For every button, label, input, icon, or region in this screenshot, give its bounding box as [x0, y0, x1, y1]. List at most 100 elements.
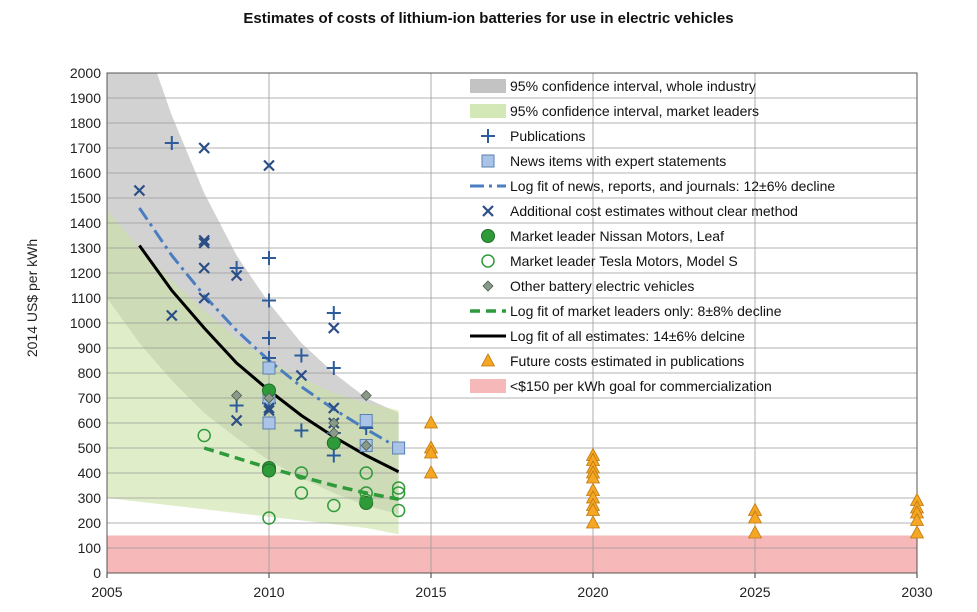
y-tick-label: 1400: [70, 215, 101, 231]
legend-label: Market leader Nissan Motors, Leaf: [510, 228, 724, 244]
gridlines: [106, 72, 918, 574]
legend-label: 95% confidence interval, whole industry: [510, 78, 756, 94]
y-tick-label: 1700: [70, 140, 101, 156]
point-additional-cost-estimates-without-clear-method: [198, 142, 210, 154]
legend-item-log-fit-of-news-reports-and-journals-12-6-decline: Log fit of news, reports, and journals: …: [470, 178, 835, 194]
legend-swatch: [470, 104, 506, 118]
point-additional-cost-estimates-without-clear-method: [328, 402, 340, 414]
x-tick-label: 2025: [739, 584, 770, 600]
point-additional-cost-estimates-without-clear-method: [166, 309, 178, 322]
y-tick-label: 1800: [70, 115, 101, 131]
legend-label: Additional cost estimates without clear …: [510, 203, 798, 219]
point-future-costs-estimated-in-publications: [747, 525, 763, 539]
legend-item-log-fit-of-all-estimates-14-6-delcine: Log fit of all estimates: 14±6% delcine: [470, 328, 745, 344]
legend-label: Log fit of news, reports, and journals: …: [510, 178, 835, 194]
y-axis-label: 2014 US$ per kWh: [24, 239, 40, 357]
y-tick-label: 1900: [70, 90, 101, 106]
legend-swatch: [480, 353, 496, 367]
legend-label: 95% confidence interval, market leaders: [510, 103, 759, 119]
point-additional-cost-estimates-without-clear-method: [230, 269, 243, 282]
legend-item-news-items-with-expert-statements: News items with expert statements: [481, 153, 726, 169]
legend-item-market-leader-nissan-motors-leaf: Market leader Nissan Motors, Leaf: [481, 228, 724, 244]
point-publications: [326, 306, 341, 320]
legend-item-additional-cost-estimates-without-clear-method: Additional cost estimates without clear …: [482, 203, 798, 219]
y-tick-label: 2000: [70, 65, 101, 81]
chart-title: Estimates of costs of lithium-ion batter…: [243, 10, 734, 27]
point-future-costs-estimated-in-publications: [909, 525, 925, 539]
legend-swatch: [482, 205, 494, 217]
y-tick-label: 600: [78, 415, 102, 431]
band-95-confidence-interval-market-leaders: [107, 210, 399, 535]
x-tick-label: 2010: [253, 584, 284, 600]
legend-label: Log fit of market leaders only: 8±8% dec…: [510, 303, 782, 319]
legend-item-150-per-kwh-goal-for-commercialization: <$150 per kWh goal for commercialization: [470, 378, 772, 394]
y-tick-label: 300: [78, 490, 102, 506]
y-tick-label: 700: [78, 390, 102, 406]
point-news-items-with-expert-statements: [262, 361, 276, 375]
legend-swatch: [482, 280, 494, 292]
point-publications: [326, 448, 341, 463]
legend-swatch: [481, 154, 495, 168]
data-points: [133, 136, 925, 539]
y-tick-label: 1600: [70, 165, 101, 181]
legend-label: Log fit of all estimates: 14±6% delcine: [510, 328, 745, 344]
point-additional-cost-estimates-without-clear-method: [198, 237, 210, 249]
point-additional-cost-estimates-without-clear-method: [263, 404, 275, 417]
point-future-costs-estimated-in-publications: [747, 510, 763, 524]
x-tick-label: 2030: [901, 584, 932, 600]
legend-swatch: [470, 379, 506, 393]
point-publications: [262, 293, 276, 308]
point-other-battery-electric-vehicles: [360, 439, 372, 452]
plot-frame: [106, 72, 918, 574]
point-market-leader-tesla-motors-model-s: [391, 486, 406, 500]
legend-item-95-confidence-interval-market-leaders: 95% confidence interval, market leaders: [470, 103, 759, 119]
legend-swatch: [470, 79, 506, 93]
point-market-leader-tesla-motors-model-s: [391, 503, 406, 518]
point-publications: [164, 136, 179, 150]
point-publications: [229, 261, 244, 275]
goal-band: [107, 535, 917, 573]
point-additional-cost-estimates-without-clear-method: [230, 414, 243, 427]
point-publications: [262, 251, 276, 265]
legend-label: Market leader Tesla Motors, Model S: [510, 253, 738, 269]
legend-item-log-fit-of-market-leaders-only-8-8-decline: Log fit of market leaders only: 8±8% dec…: [470, 303, 782, 319]
legend-label: Other battery electric vehicles: [510, 278, 694, 294]
y-tick-label: 1300: [70, 240, 101, 256]
y-tick-label: 1000: [70, 315, 101, 331]
point-news-items-with-expert-statements: [359, 414, 373, 427]
point-market-leader-nissan-motors-leaf: [262, 463, 276, 478]
legend-item-publications: Publications: [481, 128, 586, 144]
legend-item-95-confidence-interval-whole-industry: 95% confidence interval, whole industry: [470, 78, 756, 94]
point-market-leader-tesla-motors-model-s: [197, 428, 211, 443]
x-tick-label: 2020: [577, 584, 608, 600]
y-tick-label: 900: [78, 340, 102, 356]
y-tick-label: 400: [78, 465, 102, 481]
point-market-leader-tesla-motors-model-s: [359, 486, 373, 500]
y-tick-label: 500: [78, 440, 102, 456]
legend-item-other-battery-electric-vehicles: Other battery electric vehicles: [482, 278, 694, 294]
point-publications: [262, 331, 276, 345]
point-additional-cost-estimates-without-clear-method: [198, 292, 210, 304]
legend-item-market-leader-tesla-motors-model-s: Market leader Tesla Motors, Model S: [481, 253, 738, 269]
y-tick-label: 0: [93, 565, 101, 581]
point-market-leader-tesla-motors-model-s: [294, 466, 309, 480]
point-market-leader-tesla-motors-model-s: [327, 498, 341, 513]
legend-label: Publications: [510, 128, 586, 144]
legend-label: Future costs estimated in publications: [510, 353, 744, 369]
point-news-items-with-expert-statements: [262, 416, 276, 430]
y-tick-label: 1500: [70, 190, 101, 206]
y-tick-label: 800: [78, 365, 102, 381]
point-market-leader-tesla-motors-model-s: [294, 486, 309, 500]
axes: 0 100 200 300 400 500 600 700 800 900 1000 1100 1200…: [70, 65, 933, 600]
point-future-costs-estimated-in-publications: [423, 415, 439, 429]
point-market-leader-tesla-motors-model-s: [359, 493, 373, 508]
point-market-leader-tesla-motors-model-s: [391, 481, 406, 495]
point-future-costs-estimated-in-publications: [585, 515, 601, 529]
y-tick-label: 100: [78, 540, 102, 556]
point-publications: [294, 423, 309, 438]
line-log-fit-of-market-leaders-only-8-8-decline: [203, 446, 399, 501]
point-other-battery-electric-vehicles: [263, 392, 275, 404]
point-additional-cost-estimates-without-clear-method: [198, 262, 210, 274]
point-other-battery-electric-vehicles: [360, 389, 372, 402]
point-news-items-with-expert-statements: [392, 441, 406, 455]
